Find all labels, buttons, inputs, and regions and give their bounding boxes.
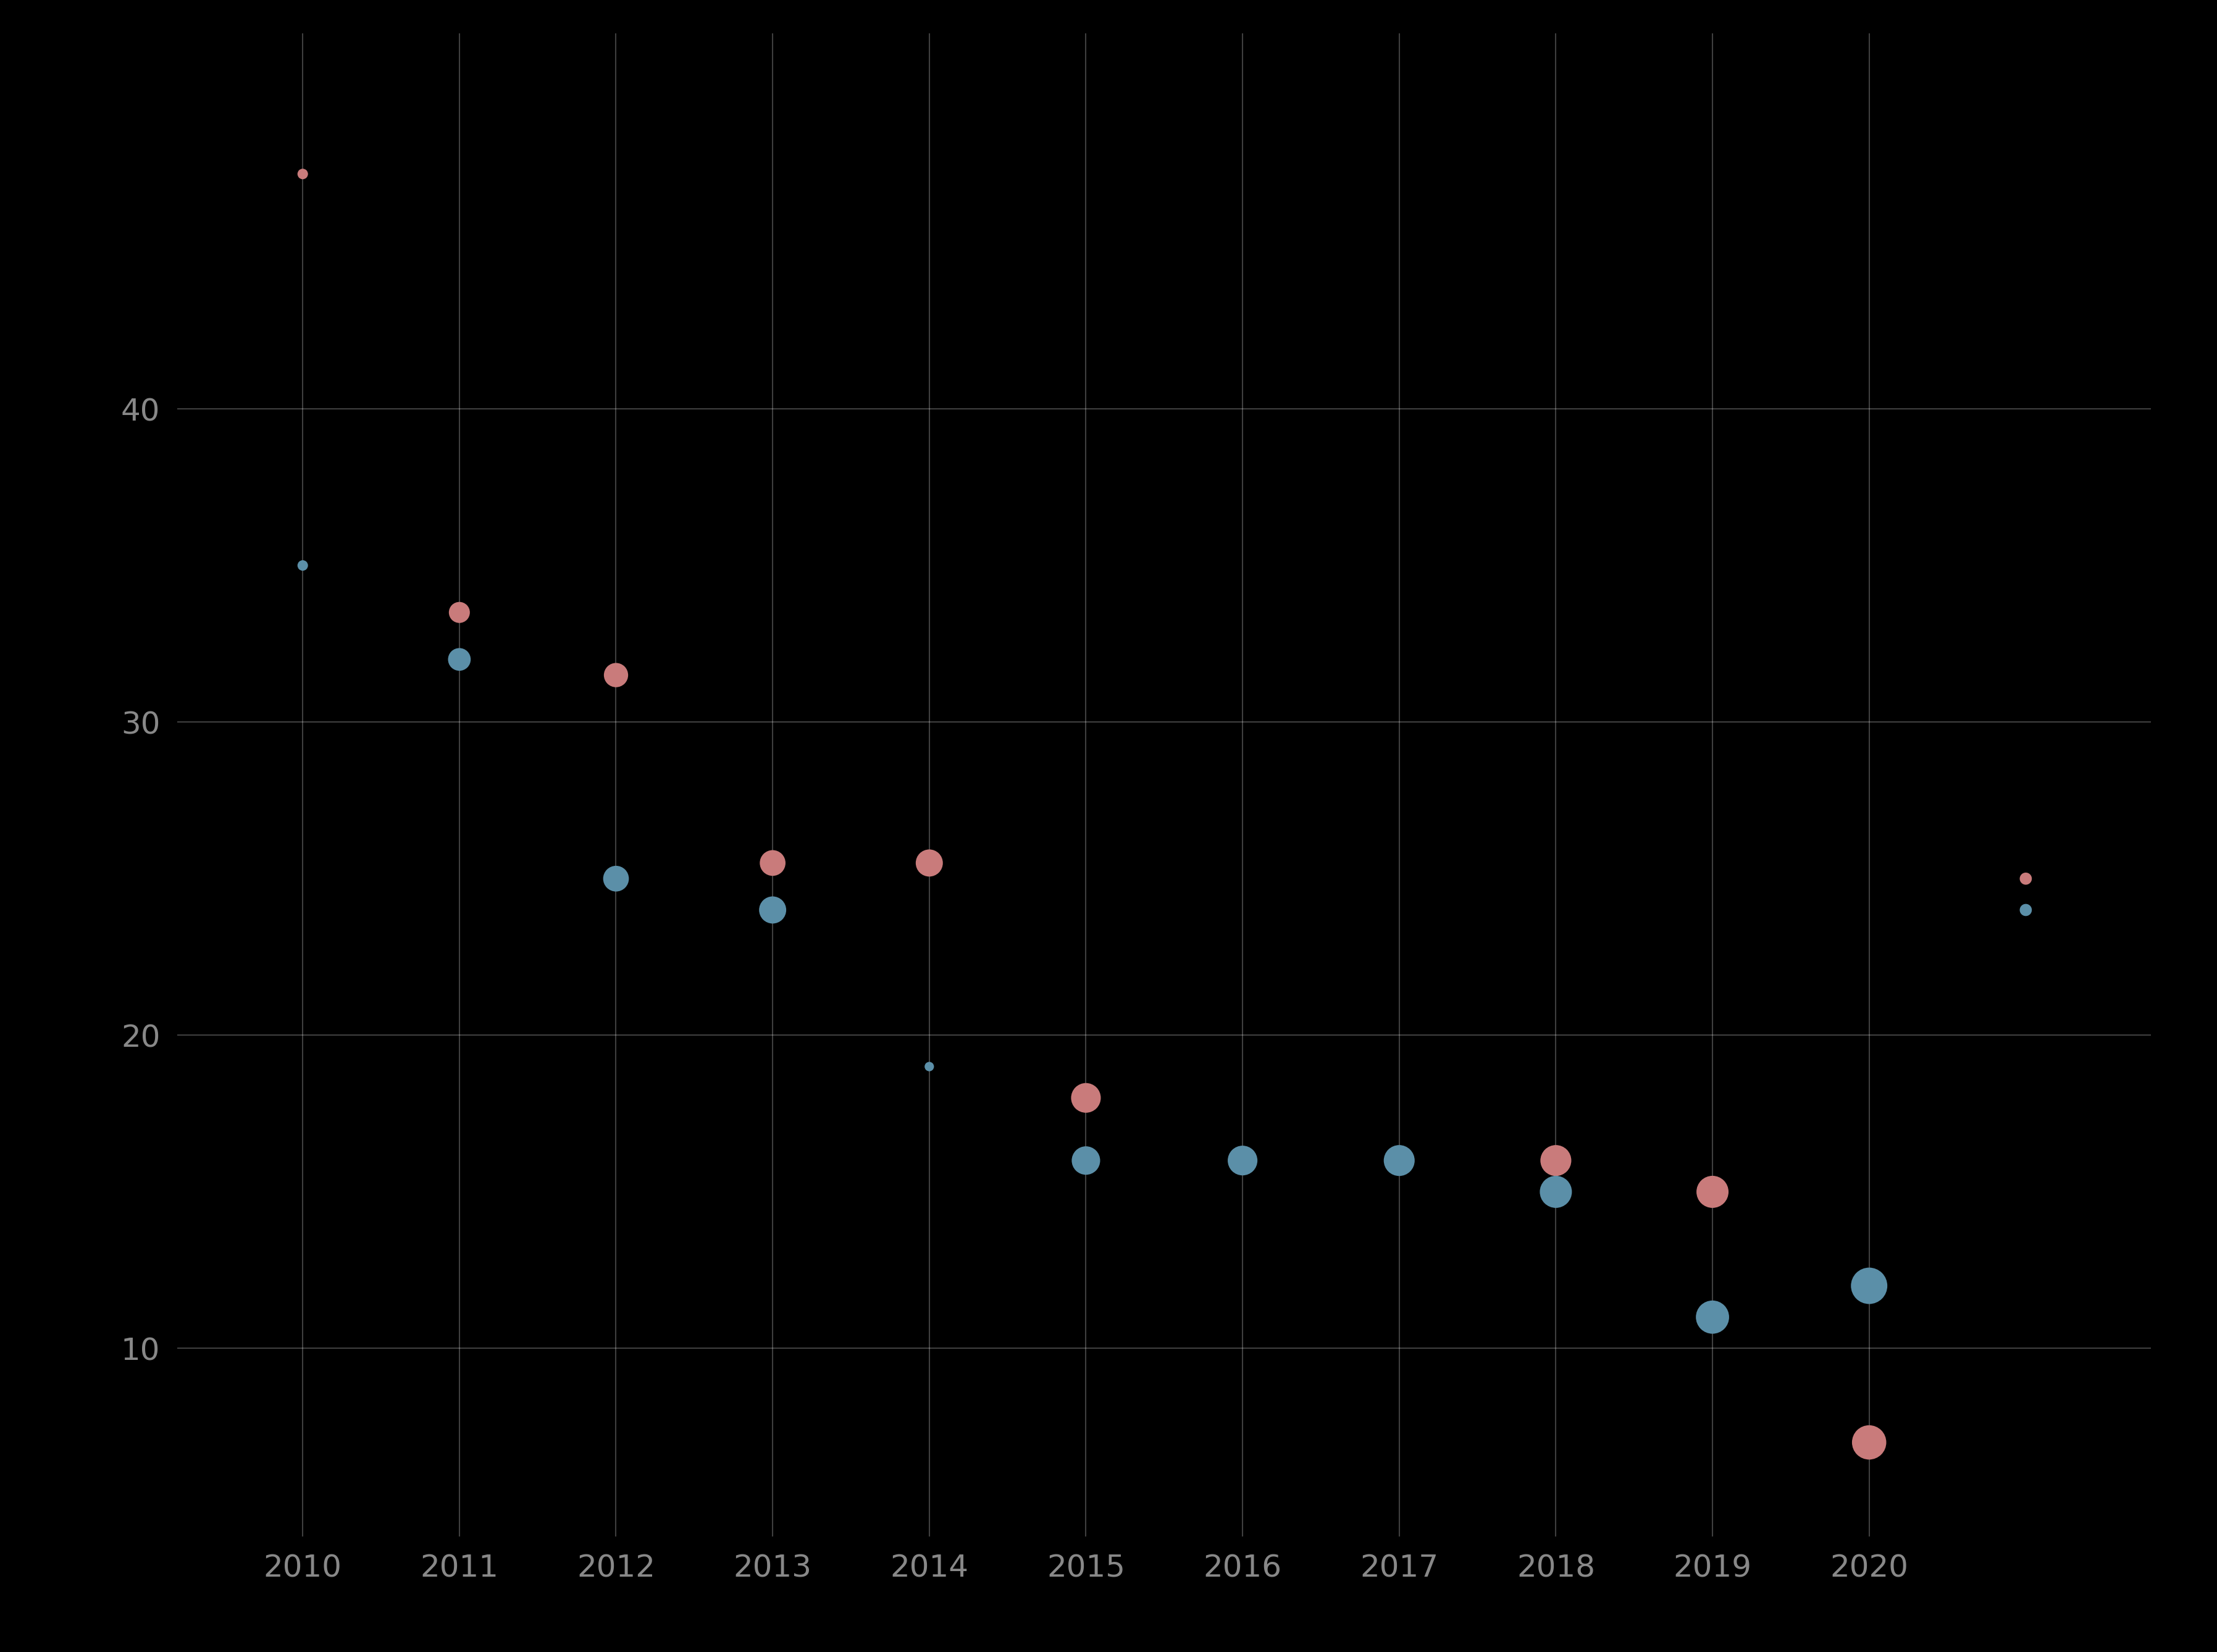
Point — [599, 866, 634, 892]
Point — [1069, 1146, 1104, 1173]
Point — [599, 662, 634, 689]
Point — [754, 897, 789, 923]
Point — [1224, 1146, 1259, 1173]
Point — [1381, 1146, 1417, 1173]
Point — [1539, 1178, 1574, 1204]
Point — [1694, 1178, 1729, 1204]
Point — [2006, 897, 2042, 923]
Point — [286, 160, 321, 187]
Point — [1694, 1303, 1729, 1330]
Point — [911, 849, 947, 876]
Point — [286, 552, 321, 578]
Point — [911, 1054, 947, 1080]
Point — [1539, 1146, 1574, 1173]
Point — [1069, 1085, 1104, 1112]
Point — [2006, 866, 2042, 892]
Point — [754, 849, 789, 876]
Point — [1851, 1272, 1887, 1298]
Point — [441, 600, 477, 626]
Point — [1851, 1429, 1887, 1455]
Point — [441, 646, 477, 672]
